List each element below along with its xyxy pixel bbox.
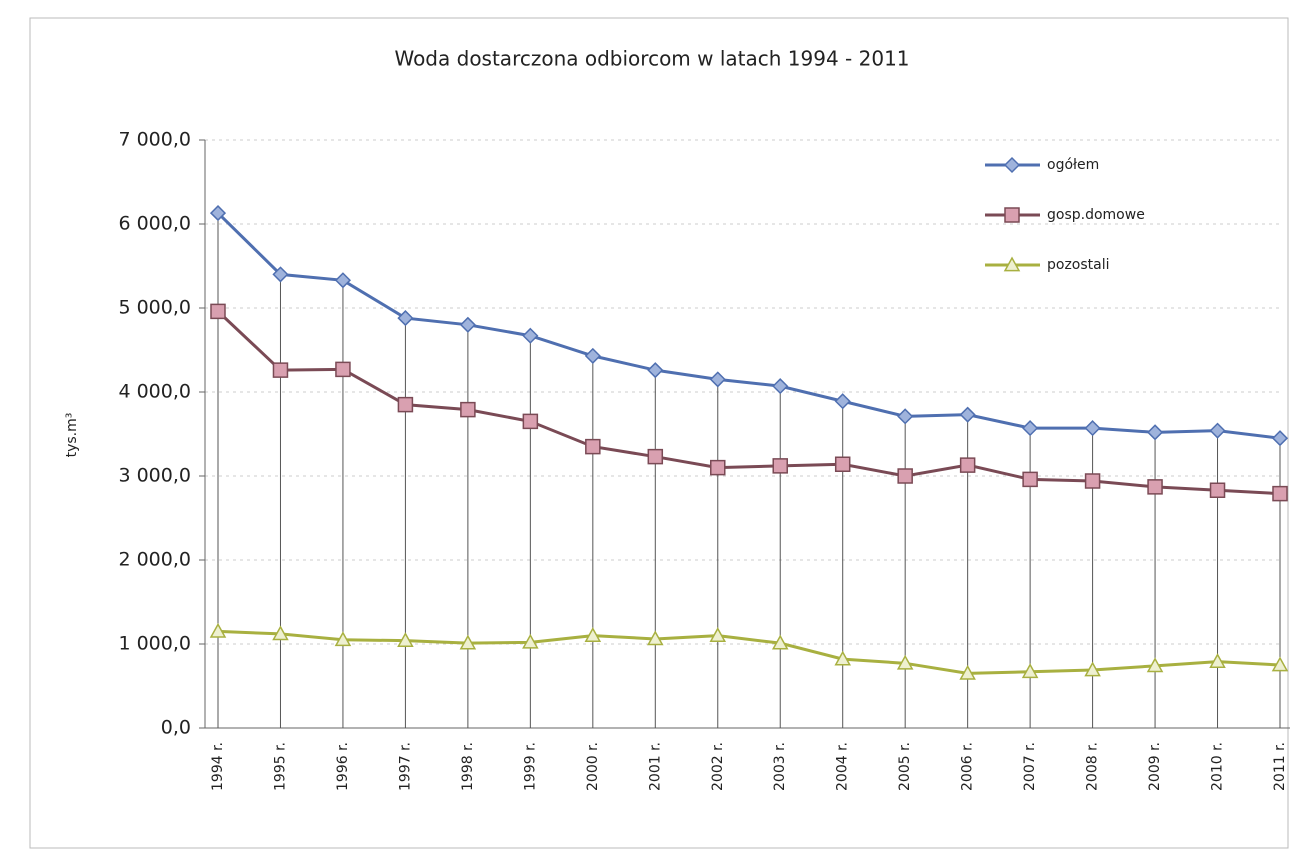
series-line [216, 212, 1281, 440]
legend-marker [1003, 256, 1021, 272]
data-point [334, 272, 352, 289]
data-point [834, 650, 851, 666]
data-point [897, 468, 913, 484]
data-point [522, 633, 539, 649]
data-point [272, 362, 289, 378]
x-tick-label: 2006 r. [960, 742, 976, 791]
data-point [647, 362, 664, 379]
x-tick-label: 1995 r. [272, 742, 288, 791]
x-tick-label: 2000 r. [585, 742, 601, 791]
data-point [1272, 485, 1288, 502]
data-point [959, 406, 976, 423]
data-point [1084, 420, 1101, 437]
data-point [460, 401, 476, 418]
x-tick-label: 1999 r. [522, 742, 538, 791]
data-point [459, 316, 476, 333]
x-tick-label: 2009 r. [1147, 742, 1163, 791]
x-tick-label: 2008 r. [1085, 742, 1101, 791]
frame [29, 17, 1289, 849]
data-point [1209, 482, 1226, 499]
data-point [1271, 656, 1289, 672]
x-tick-label: 2002 r. [710, 742, 726, 791]
data-point [1147, 479, 1163, 495]
data-point [1022, 420, 1039, 437]
x-tick-label: 1998 r. [460, 742, 476, 791]
data-point [647, 448, 664, 465]
x-tick-label: 2010 r. [1210, 742, 1226, 791]
data-point [272, 266, 289, 283]
y-tick-label: 1 000,0 [118, 633, 191, 655]
data-point [1021, 663, 1039, 679]
x-tick-label: 1997 r. [397, 742, 413, 791]
data-point [896, 654, 914, 670]
data-point [772, 458, 788, 474]
series-line [216, 310, 1281, 496]
data-point [584, 627, 602, 642]
data-point [1084, 661, 1101, 677]
data-point [1146, 657, 1164, 673]
data-point [1209, 653, 1226, 668]
data-point [459, 634, 477, 650]
data-point [397, 632, 414, 647]
data-point [709, 371, 726, 388]
y-axis-label: tys.m³ [64, 413, 80, 458]
data-point [1271, 430, 1289, 447]
data-point [209, 622, 227, 638]
data-point [647, 630, 664, 646]
x-tick-label: 2011 r. [1272, 742, 1288, 791]
data-point [1084, 473, 1101, 489]
x-tick-label: 2003 r. [772, 742, 788, 791]
data-point [209, 205, 227, 222]
legend-marker [1003, 156, 1021, 174]
data-point [585, 438, 601, 455]
data-point [709, 627, 727, 642]
data-point [897, 408, 914, 425]
data-point [834, 393, 851, 410]
data-point [771, 634, 789, 650]
x-tick-label: 2004 r. [835, 742, 851, 791]
data-point [1022, 471, 1038, 488]
chart-title: Woda dostarczona odbiorcom w latach 1994… [394, 47, 909, 71]
data-point [334, 631, 352, 647]
legend-label: gosp.domowe [1047, 207, 1145, 223]
x-tick-label: 2001 r. [647, 742, 663, 791]
x-tick-label: 1996 r. [335, 742, 351, 791]
data-point [584, 347, 601, 364]
series-line [217, 629, 1281, 675]
y-tick-label: 6 000,0 [118, 213, 191, 235]
legend-marker [1004, 207, 1020, 223]
data-point [1209, 422, 1226, 439]
data-point [522, 327, 539, 344]
y-tick-label: 0,0 [161, 717, 191, 739]
data-point [210, 303, 226, 320]
data-point [397, 396, 414, 413]
x-tick-label: 1994 r. [210, 742, 226, 791]
data-point [772, 378, 789, 395]
data-point [959, 457, 976, 473]
y-tick-label: 5 000,0 [118, 297, 191, 319]
data-point [335, 361, 351, 378]
x-tick-label: 2007 r. [1022, 742, 1038, 791]
data-point [272, 625, 289, 641]
data-point [522, 413, 539, 430]
data-point [1146, 424, 1164, 441]
legend-label: pozostali [1047, 257, 1110, 273]
data-point [959, 664, 976, 680]
y-tick-label: 7 000,0 [118, 129, 191, 151]
y-tick-label: 4 000,0 [118, 381, 191, 403]
y-tick-label: 3 000,0 [118, 465, 191, 487]
legend-label: ogółem [1047, 157, 1099, 173]
data-point [834, 456, 851, 472]
x-tick-label: 2005 r. [897, 742, 913, 791]
y-tick-label: 2 000,0 [118, 549, 191, 571]
data-point [397, 310, 414, 327]
data-point [710, 459, 726, 476]
